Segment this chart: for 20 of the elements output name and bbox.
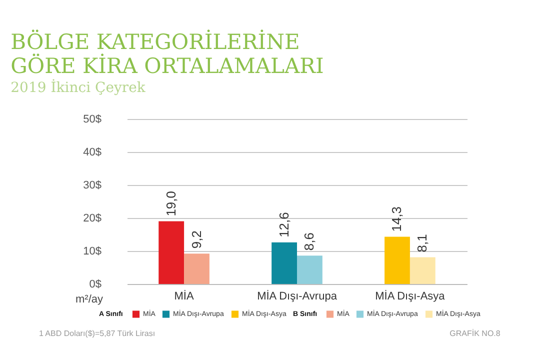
- data-label: 8,6: [302, 232, 317, 251]
- data-label: 14,3: [389, 206, 404, 232]
- y-tick-label: 50$: [83, 114, 102, 126]
- x-tick-label: MİA Dışı-Avrupa: [257, 290, 338, 302]
- x-tick-label: MİA: [174, 290, 194, 302]
- y-tick-label: 0$: [89, 278, 102, 290]
- text: 1 ABD Doları($)=5,87 Türk Lirası: [38, 329, 156, 338]
- y-tick-label: 30$: [83, 180, 102, 192]
- y-axis-title: m²/ay: [76, 294, 104, 306]
- data-label: 8,1: [414, 234, 430, 252]
- chart-subtitle: 2019 İkinci Çeyrek: [10, 79, 146, 96]
- y-tick-label: 40$: [83, 146, 102, 158]
- text: GRAFİK NO.8: [450, 329, 501, 338]
- y-tick-label: 10$: [83, 246, 102, 258]
- y-tick-label: 20$: [83, 212, 102, 224]
- chart-title: BÖLGE KATEGORİLERİNE GÖRE KİRA ORTALAMALARI: [10, 29, 324, 78]
- data-label: 19,0: [163, 190, 178, 216]
- x-tick-label: MİA Dışı-Asya: [375, 290, 446, 302]
- data-label: 9,2: [188, 230, 204, 249]
- data-label: 12,6: [276, 212, 292, 238]
